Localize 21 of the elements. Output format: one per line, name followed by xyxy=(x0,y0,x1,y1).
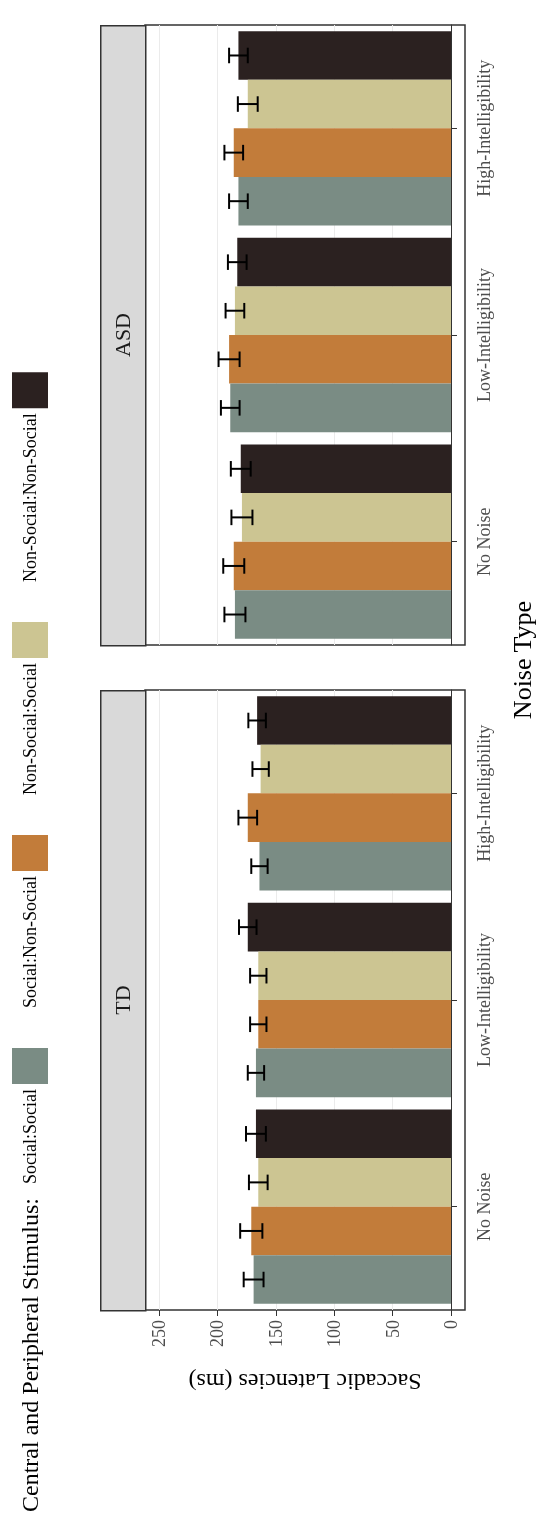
x-tick-label: 100 xyxy=(324,1320,345,1347)
x-tick-label: 150 xyxy=(265,1320,286,1347)
legend-label: Non-Social:Non-Social xyxy=(20,413,40,583)
legend-label: Social:Social xyxy=(20,1089,40,1185)
x-tick-label: 200 xyxy=(207,1320,228,1347)
legend-label: Social:Non-Social xyxy=(20,876,40,1009)
y-tick-label: Low-Intelligibility xyxy=(474,268,494,402)
x-tick-label: 250 xyxy=(149,1320,170,1347)
legend-label: Non-Social:Social xyxy=(20,663,40,796)
text: TD xyxy=(110,985,135,1015)
y-tick-label: High-Intelligibility xyxy=(474,724,494,862)
legend-title: Central and Peripheral Stimulus: xyxy=(17,1198,43,1512)
x-tick-label: 0 xyxy=(440,1320,461,1329)
x-axis-title: Saccadic Latencies (ms) xyxy=(188,1369,422,1395)
x-tick-label: 50 xyxy=(382,1320,403,1338)
y-tick-label: No Noise xyxy=(474,1172,494,1241)
text: ASD xyxy=(110,312,135,358)
y-axis-title: Noise Type xyxy=(507,600,537,720)
y-tick-label: No Noise xyxy=(474,507,494,576)
y-tick-label: Low-Intelligibility xyxy=(474,933,494,1067)
y-tick-label: High-Intelligibility xyxy=(474,59,494,197)
